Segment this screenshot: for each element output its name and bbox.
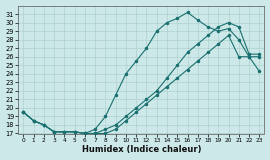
X-axis label: Humidex (Indice chaleur): Humidex (Indice chaleur) xyxy=(82,145,201,154)
